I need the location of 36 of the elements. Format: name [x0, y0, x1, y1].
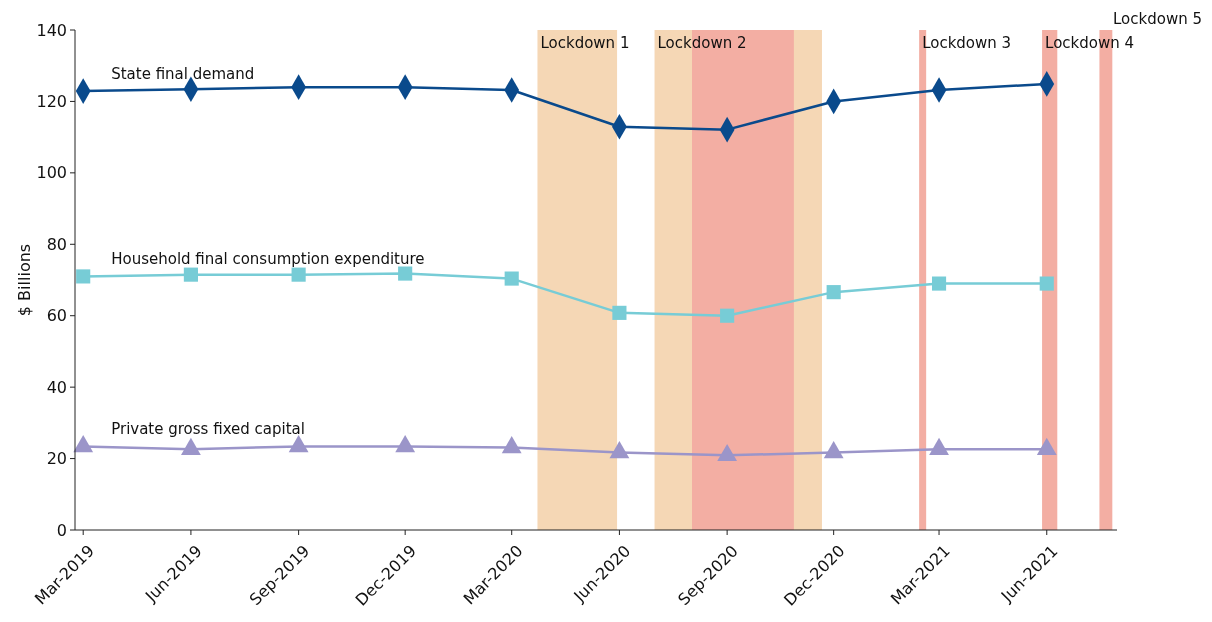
y-tick-label: 40 — [46, 377, 67, 397]
band-label: Lockdown 5 — [1113, 10, 1202, 28]
band-label: Lockdown 2 — [657, 34, 747, 52]
point — [720, 308, 735, 323]
y-tick-label: 140 — [36, 20, 67, 40]
point — [398, 266, 413, 281]
band-label: Lockdown 4 — [1045, 34, 1135, 52]
point — [73, 434, 94, 453]
y-tick-label: 0 — [56, 520, 67, 540]
y-tick-label: 80 — [46, 234, 67, 254]
point — [76, 269, 91, 284]
point — [181, 437, 201, 456]
point — [1036, 437, 1057, 456]
band-label: Lockdown 1 — [540, 34, 630, 52]
point — [504, 271, 519, 286]
point — [929, 437, 949, 456]
series-label: Private gross fixed capital — [111, 420, 305, 439]
y-tick-label: 60 — [46, 306, 67, 326]
point — [609, 441, 630, 459]
y-axis-title: $ Billions — [15, 243, 34, 317]
point — [612, 305, 627, 320]
point — [291, 267, 306, 282]
point — [395, 434, 416, 453]
point — [183, 267, 198, 282]
series-label: Household final consumption expenditure — [111, 250, 425, 269]
point — [717, 443, 738, 462]
band-label: Lockdown 3 — [922, 34, 1012, 52]
y-tick-label: 20 — [46, 449, 67, 469]
point — [826, 285, 841, 300]
y-tick-label: 120 — [36, 92, 67, 112]
series-label: State final demand — [111, 65, 255, 84]
point — [1039, 276, 1054, 291]
point — [501, 436, 522, 454]
point — [931, 276, 947, 291]
y-tick-label: 100 — [36, 163, 67, 183]
point — [823, 441, 844, 459]
